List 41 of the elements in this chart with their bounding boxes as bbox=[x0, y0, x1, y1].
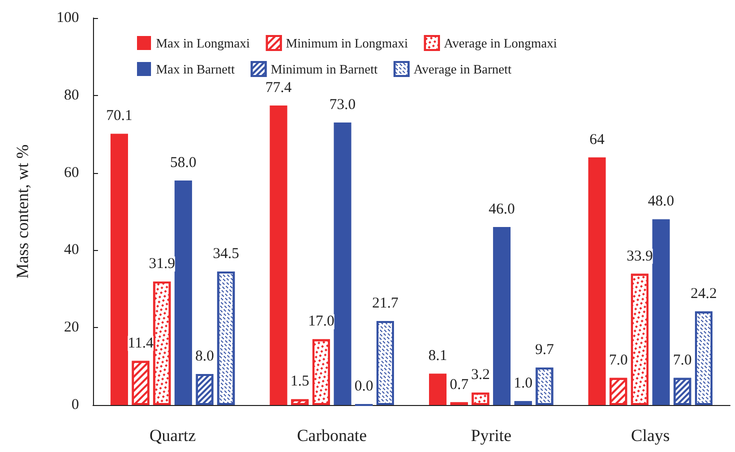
x-tick-label: Pyrite bbox=[470, 426, 512, 445]
x-tick-label: Quartz bbox=[149, 426, 196, 445]
data-label: 34.5 bbox=[212, 246, 240, 262]
data-label: 46.0 bbox=[488, 201, 515, 218]
data-label: 0.7 bbox=[450, 376, 469, 393]
legend-label: Max in Barnett bbox=[156, 62, 236, 76]
y-tick-label: 0 bbox=[72, 397, 79, 413]
data-label: 0.0 bbox=[354, 378, 374, 394]
data-label: 3.2 bbox=[471, 367, 490, 384]
data-label: 9.7 bbox=[535, 342, 554, 358]
data-label: 21.7 bbox=[372, 296, 399, 312]
data-label: 11.4 bbox=[128, 335, 154, 352]
data-label: 33.9 bbox=[626, 248, 653, 264]
y-axis-title: Mass content, wt % bbox=[13, 144, 32, 279]
legend-label: Max in Longmaxi bbox=[156, 36, 250, 50]
data-label: 77.4 bbox=[265, 80, 292, 96]
data-label: 1.5 bbox=[290, 374, 310, 390]
y-tick-label: 100 bbox=[56, 10, 79, 26]
data-label: 31.9 bbox=[148, 256, 176, 272]
data-label: 58.0 bbox=[170, 155, 196, 172]
data-label: 7.0 bbox=[673, 352, 692, 368]
data-label: 73.0 bbox=[329, 96, 356, 113]
data-label: 8.1 bbox=[428, 348, 448, 364]
data-label: 17.0 bbox=[308, 314, 334, 330]
data-label: 1.0 bbox=[514, 376, 533, 392]
y-tick-label: 20 bbox=[64, 320, 79, 336]
data-label: 70.1 bbox=[106, 108, 132, 124]
data-label: 24.2 bbox=[690, 286, 717, 302]
data-label: 64 bbox=[590, 132, 606, 148]
data-label: 48.0 bbox=[648, 194, 674, 210]
legend-label: Minimum in Barnett bbox=[270, 62, 378, 76]
y-tick-label: 80 bbox=[64, 87, 79, 104]
x-tick-label: Carbonate bbox=[296, 426, 367, 445]
y-tick-label: 40 bbox=[64, 242, 79, 258]
data-label: 8.0 bbox=[195, 348, 214, 365]
x-tick-label: Clays bbox=[631, 426, 670, 445]
legend-label: Average in Longmaxi bbox=[444, 36, 558, 50]
data-label: 7.0 bbox=[608, 352, 628, 368]
legend-label: Average in Barnett bbox=[414, 62, 512, 76]
y-tick-label: 60 bbox=[64, 164, 79, 181]
legend-label: Minimum in Longmaxi bbox=[286, 36, 408, 50]
